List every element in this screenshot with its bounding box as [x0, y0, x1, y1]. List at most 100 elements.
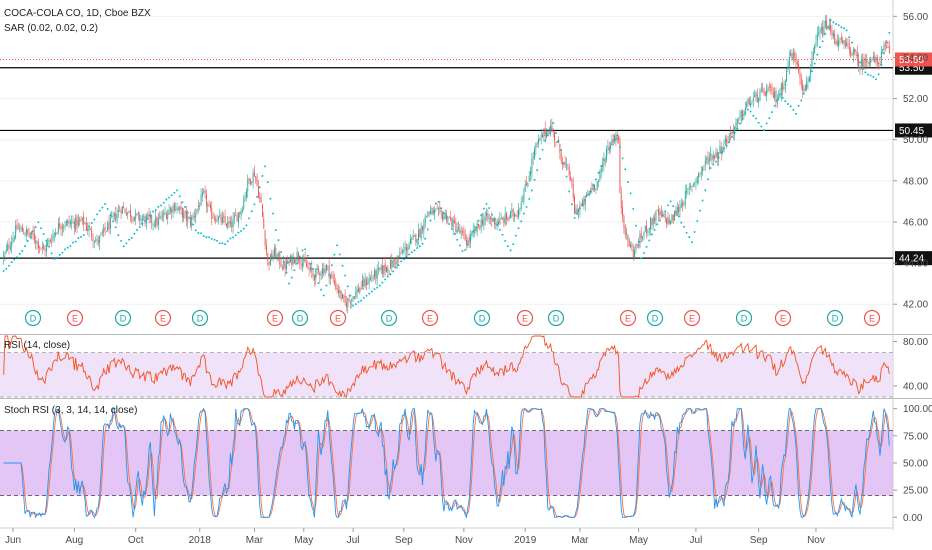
sar-dot: [722, 147, 725, 150]
candle-body: [486, 212, 487, 217]
earnings-event-marker[interactable]: [774, 309, 792, 327]
sar-dot: [648, 239, 651, 242]
candle-body: [422, 225, 423, 231]
candle-body: [295, 260, 297, 263]
sar-dot: [346, 285, 349, 288]
sar-dot: [317, 282, 320, 285]
dividend-event-marker[interactable]: [646, 309, 664, 327]
sar-dot: [477, 219, 480, 222]
earnings-event-marker[interactable]: [863, 309, 881, 327]
candle-body: [886, 46, 888, 49]
dividend-event-marker[interactable]: [24, 309, 42, 327]
sar-dot: [803, 92, 805, 95]
earnings-event-marker[interactable]: [516, 309, 534, 327]
candle-body: [76, 216, 78, 227]
sar-dot: [389, 273, 392, 276]
dividend-event-marker[interactable]: [291, 309, 309, 327]
earnings-event-marker[interactable]: [683, 309, 701, 327]
dividend-event-marker[interactable]: [735, 309, 753, 327]
sar-dot: [202, 235, 205, 238]
candle-body: [191, 216, 193, 227]
earnings-event-marker[interactable]: [619, 309, 637, 327]
stoch-tick-label: 0.00: [903, 513, 923, 524]
sar-dot: [432, 210, 435, 213]
candle-body: [91, 229, 93, 238]
candle-body: [169, 208, 171, 212]
candle-body: [546, 131, 547, 138]
candle-body: [308, 267, 310, 270]
candle-body: [93, 241, 95, 243]
time-tick-label: Jul: [347, 535, 360, 546]
sar-dot: [811, 70, 813, 73]
candle-body: [696, 176, 698, 183]
sar-dot: [795, 112, 797, 115]
time-tick-label: Nov: [807, 535, 825, 546]
candle-body: [241, 209, 243, 212]
earnings-event-marker[interactable]: [421, 309, 439, 327]
sar-dot: [605, 153, 608, 156]
candle-body: [68, 220, 70, 224]
candle-body: [80, 220, 82, 222]
sar-dot: [776, 99, 779, 102]
sar-dot: [50, 252, 53, 255]
candle-body: [600, 167, 602, 172]
sar-dot: [181, 201, 184, 204]
earnings-event-marker[interactable]: [154, 309, 172, 327]
candle-body: [883, 44, 885, 51]
candle-body: [315, 268, 317, 280]
candle-body: [322, 268, 323, 275]
sar-dot: [29, 235, 32, 238]
candle-body: [467, 240, 469, 245]
candle-body: [566, 164, 567, 166]
candle-body: [372, 277, 374, 279]
dividend-event-marker[interactable]: [114, 309, 132, 327]
candle-body: [407, 248, 409, 251]
candle-body: [736, 118, 738, 125]
dividend-event-marker[interactable]: [191, 309, 209, 327]
sar-dot: [362, 296, 365, 299]
sar-dot: [434, 202, 437, 205]
candle-body: [823, 27, 825, 35]
candle-body: [872, 56, 874, 59]
sar-dot: [256, 195, 259, 198]
candle-body: [604, 160, 606, 161]
sar-dot: [594, 178, 597, 181]
sar-dot: [568, 190, 571, 193]
last-price-badge: [895, 52, 932, 67]
sar-dot: [610, 143, 613, 146]
sar-dot: [741, 117, 744, 120]
sar-dot: [413, 249, 416, 252]
candle-body: [560, 152, 562, 162]
dividend-event-marker[interactable]: [473, 309, 491, 327]
candle-body: [528, 175, 530, 182]
candle-body: [714, 155, 716, 159]
candle-body: [145, 216, 147, 224]
hline-layer: 53.50 50.45 44.24 53.90: [0, 52, 932, 266]
candle-body: [260, 196, 262, 203]
candle-body: [812, 51, 814, 60]
candle-body: [743, 114, 745, 117]
candle-body: [543, 128, 545, 137]
candle-body: [193, 216, 195, 218]
sar-dot: [8, 264, 10, 267]
stoch-tick-label: 100.00: [903, 404, 932, 415]
sar-dot: [883, 52, 885, 55]
dividend-event-marker[interactable]: [826, 309, 844, 327]
earnings-event-marker[interactable]: [266, 309, 284, 327]
candle-body: [156, 217, 158, 226]
event-marker-label: E: [689, 314, 695, 324]
dividend-event-marker[interactable]: [547, 309, 565, 327]
sar-dot: [240, 230, 243, 232]
sar-dot: [661, 214, 664, 217]
sar-dot: [213, 238, 216, 241]
candle-body: [197, 205, 199, 208]
sar-dot: [445, 216, 448, 219]
candle-body: [371, 277, 373, 279]
candle-body: [127, 212, 129, 215]
earnings-event-marker[interactable]: [66, 309, 84, 327]
candle-body: [120, 209, 122, 213]
sar-dot: [205, 236, 208, 239]
dividend-event-marker[interactable]: [380, 309, 398, 327]
earnings-event-marker[interactable]: [329, 309, 347, 327]
